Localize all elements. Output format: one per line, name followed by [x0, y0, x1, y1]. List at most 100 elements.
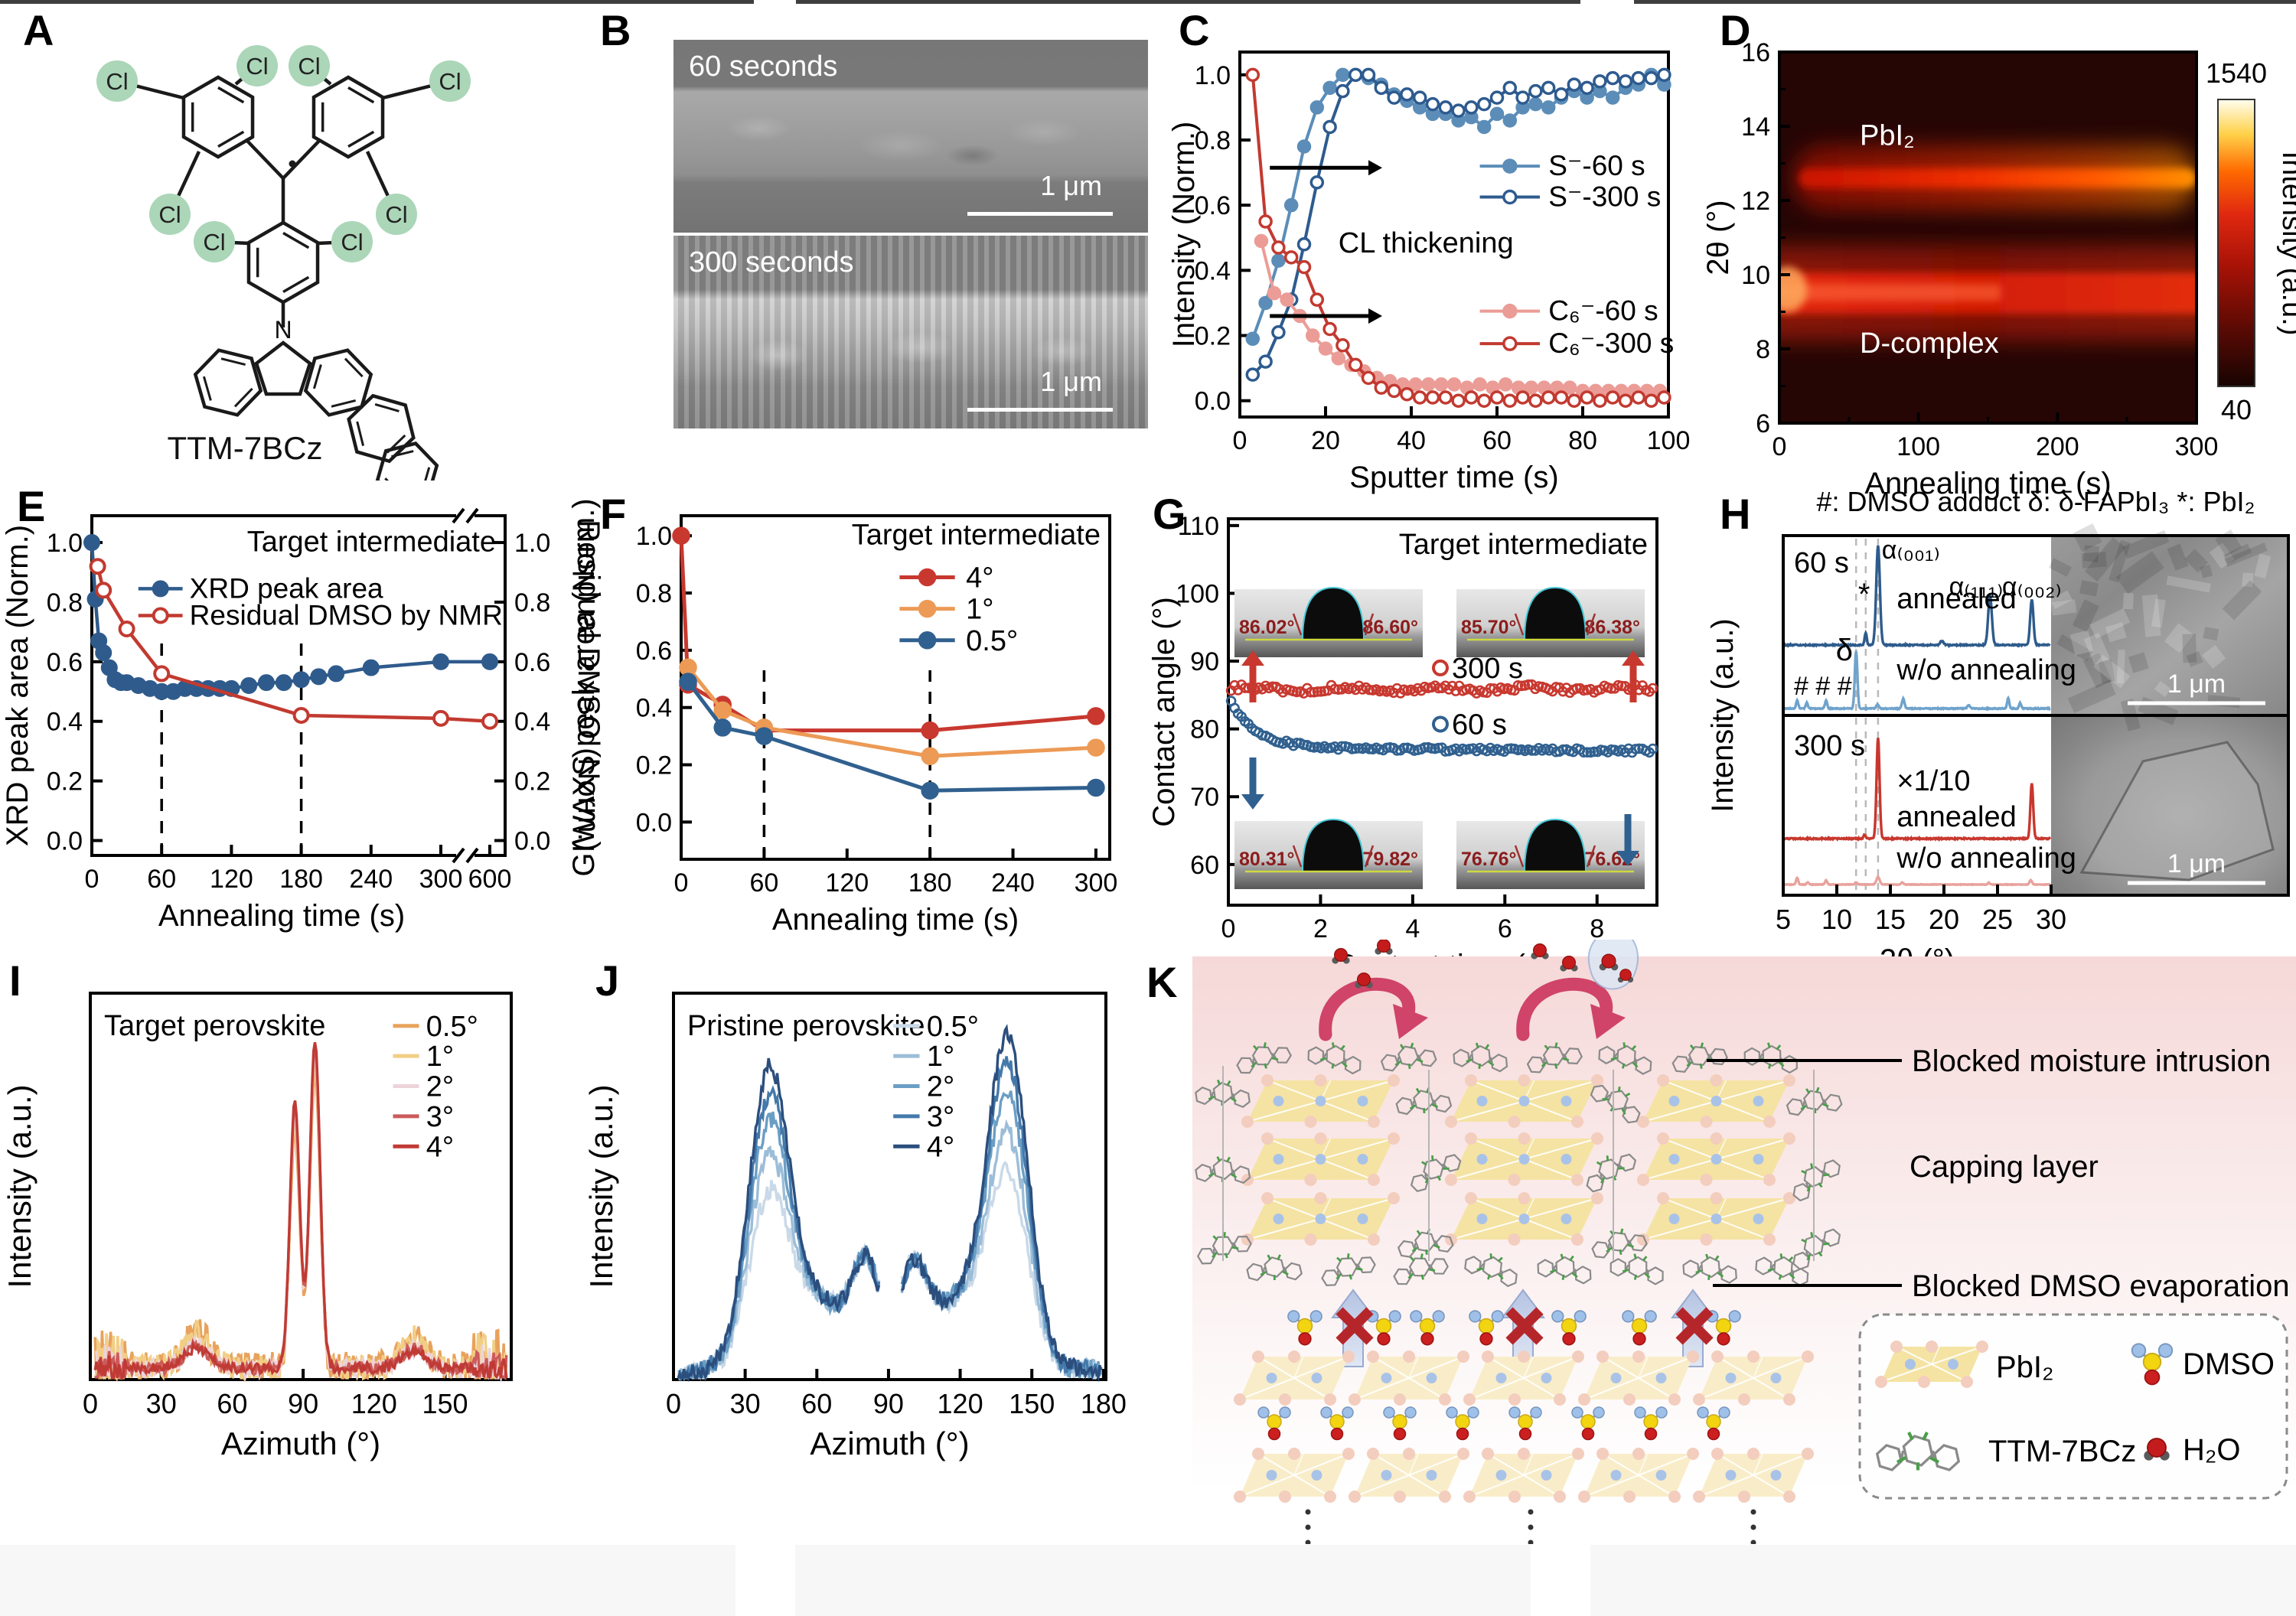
adjacent-panel-placeholder: [1590, 1545, 2296, 1616]
svg-text:90: 90: [288, 1388, 318, 1419]
panel-label-c: C: [1179, 6, 1210, 54]
svg-text:60: 60: [801, 1388, 832, 1419]
svg-text:XRD peak area: XRD peak area: [190, 572, 383, 604]
svg-text:0.6: 0.6: [47, 648, 83, 677]
dmso-glyph: [1410, 1310, 1445, 1346]
svg-text:240: 240: [349, 865, 393, 894]
svg-text:8: 8: [1590, 914, 1604, 943]
panel-k-schematic: Blocked moisture intrusion Capping layer B…: [1192, 940, 2296, 1544]
svg-text:N: N: [274, 316, 292, 344]
svg-text:60: 60: [147, 865, 176, 894]
dmso-glyph: [1622, 1310, 1657, 1346]
svg-text:150: 150: [422, 1388, 468, 1419]
scalebar-label: 1 μm: [1040, 366, 1102, 397]
panel-a-molecule: Cl Cl Cl Cl Cl Cl Cl Cl N TTM-7BCz: [96, 45, 471, 481]
svg-text:Intensity (a.u.): Intensity (a.u.): [2, 1084, 38, 1288]
scalebar-label: 1 μm: [1040, 170, 1102, 201]
svg-text:Cl: Cl: [203, 229, 225, 256]
svg-text:0.4: 0.4: [514, 708, 550, 737]
svg-text:XRD peak area (Norm.): XRD peak area (Norm.): [1, 525, 34, 846]
panel-i-chart: 0 30 60 90 120 150 Azimuth (°) Intensity (a.u.)…: [2, 992, 513, 1461]
svg-text:180: 180: [908, 868, 952, 898]
svg-text:annealed: annealed: [1896, 583, 2016, 615]
dmso-glyph: [1697, 1406, 1730, 1441]
ttm-molecule-glyph: [1393, 1253, 1449, 1285]
svg-text:H₂O: H₂O: [2183, 1433, 2241, 1467]
svg-text:1.0: 1.0: [47, 529, 83, 558]
svg-text:1°: 1°: [966, 594, 993, 626]
svg-text:C₆⁻-60 s: C₆⁻-60 s: [1548, 295, 1658, 327]
svg-text:60: 60: [1190, 851, 1219, 880]
svg-text:0.2: 0.2: [1195, 322, 1231, 351]
svg-text:α₍₀₀₁₎: α₍₀₀₁₎: [1882, 536, 1940, 565]
svg-text:100: 100: [1647, 426, 1691, 455]
svg-text:4°: 4°: [966, 562, 993, 594]
adjacent-panel-placeholder: [0, 1545, 735, 1616]
dmso-glyph: [1383, 1406, 1417, 1441]
ttm-molecule-glyph: [1875, 1432, 1961, 1471]
svg-text:0.8: 0.8: [47, 588, 83, 617]
ttm-molecule-glyph: [1586, 1153, 1637, 1193]
svg-text:80.31°: 80.31°: [1239, 849, 1295, 870]
h2o-glyph: [1617, 969, 1634, 983]
svg-text:86.02°: 86.02°: [1239, 617, 1295, 638]
svg-text:30: 30: [146, 1388, 177, 1419]
dmso-glyph: [1287, 1310, 1322, 1346]
svg-text:0.8: 0.8: [1195, 126, 1231, 155]
svg-text:2: 2: [1313, 914, 1328, 943]
svg-text:300: 300: [419, 865, 463, 894]
svg-text:1.0: 1.0: [514, 529, 550, 558]
panel-label-a: A: [23, 6, 54, 54]
panel-label-d: D: [1720, 6, 1751, 54]
svg-text:79.82°: 79.82°: [1362, 849, 1418, 870]
svg-text:76.76°: 76.76°: [1461, 849, 1517, 870]
svg-text:3°: 3°: [927, 1101, 954, 1133]
svg-text:6: 6: [1498, 914, 1512, 943]
svg-text:30: 30: [2036, 904, 2066, 935]
svg-text:200: 200: [2036, 432, 2079, 461]
svg-text:40: 40: [2221, 394, 2252, 425]
svg-text:86.38°: 86.38°: [1584, 617, 1640, 638]
svg-text:Cl: Cl: [246, 53, 268, 80]
ttm-molecule-glyph: [1380, 1042, 1437, 1072]
crop-edge-strip: [0, 0, 754, 4]
dmso-glyph: [1508, 1406, 1542, 1441]
svg-text:90: 90: [873, 1388, 904, 1419]
sem-caption: 300 seconds: [689, 246, 854, 279]
ttm-molecule-glyph: [1196, 1232, 1252, 1265]
svg-text:0.0: 0.0: [47, 827, 83, 856]
svg-text:1 μm: 1 μm: [2167, 670, 2226, 699]
svg-text:Intensity (a.u.): Intensity (a.u.): [583, 1084, 619, 1288]
svg-text:0.2: 0.2: [514, 767, 550, 797]
dmso-glyph: [1571, 1406, 1605, 1441]
h2o-glyph: [1531, 943, 1549, 960]
svg-text:60: 60: [1482, 426, 1512, 455]
svg-text:Intensity (a.u.): Intensity (a.u.): [2276, 152, 2296, 336]
svg-text:0: 0: [85, 865, 99, 894]
svg-text:TTM-7BCz: TTM-7BCz: [168, 430, 323, 466]
svg-text:#: DMSO adduct δ: δ-FAPbI₃ *: #: DMSO adduct δ: δ-FAPbI₃ *: PbI₂: [1817, 486, 2255, 517]
svg-text:Target intermediate: Target intermediate: [852, 519, 1101, 551]
svg-text:0: 0: [1773, 432, 1787, 461]
svg-text:DMSO: DMSO: [2183, 1347, 2275, 1381]
svg-text:0.2: 0.2: [47, 767, 83, 797]
svg-text:70: 70: [1190, 783, 1219, 812]
ttm-molecule-glyph: [1307, 1042, 1362, 1075]
dmso-glyph: [1551, 1310, 1587, 1346]
h2o-glyph: [2144, 1438, 2170, 1461]
ttm-molecule-glyph: [1321, 1253, 1376, 1287]
sem-image-300s: 300 seconds 1 μm: [673, 236, 1148, 428]
svg-text:4°: 4°: [426, 1131, 454, 1163]
h2o-glyph: [1375, 940, 1393, 955]
svg-text:Sputter time (s): Sputter time (s): [1349, 461, 1558, 494]
svg-text:3°: 3°: [426, 1101, 454, 1133]
svg-text:0: 0: [666, 1388, 681, 1419]
svg-text:Intensity (Norm.): Intensity (Norm.): [1171, 122, 1201, 348]
dmso-glyph: [1257, 1406, 1291, 1441]
svg-text:120: 120: [938, 1388, 983, 1419]
svg-text:w/o annealing: w/o annealing: [1896, 842, 2076, 875]
dmso-glyph: [1366, 1310, 1401, 1346]
svg-text:PbI₂: PbI₂: [1996, 1350, 2054, 1384]
svg-text:Blocked DMSO evaporation: Blocked DMSO evaporation: [1912, 1269, 2290, 1303]
svg-text:85.70°: 85.70°: [1461, 617, 1517, 638]
